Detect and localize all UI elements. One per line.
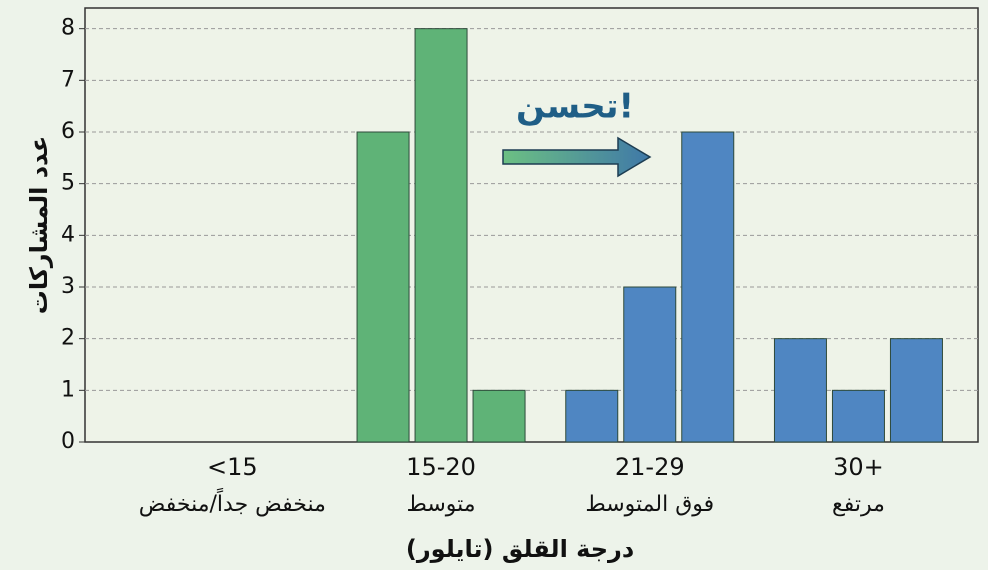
x-tick-description: منخفض جداً/منخفض	[139, 487, 326, 517]
plot-area	[84, 7, 979, 443]
bar	[681, 131, 735, 443]
bar	[356, 131, 410, 443]
x-tick-description: مرتفع	[832, 492, 885, 517]
bar	[623, 286, 677, 443]
x-tick-label: 15-20	[406, 453, 476, 481]
y-tick-label: 5	[61, 171, 75, 196]
x-tick-label: 30+	[833, 453, 884, 481]
bar	[889, 338, 943, 443]
y-tick-label: 8	[61, 16, 75, 41]
y-axis-label: عدد المشاركات	[25, 136, 53, 315]
y-tick-label: 3	[61, 274, 75, 299]
bar	[565, 389, 619, 443]
bar	[831, 389, 885, 443]
y-tick-label: 0	[61, 429, 75, 454]
y-tick-label: 6	[61, 119, 75, 144]
y-tick-label: 4	[61, 222, 75, 247]
bar	[472, 389, 526, 443]
x-tick-label: 21-29	[615, 453, 685, 481]
x-tick-description: فوق المتوسط	[585, 492, 714, 517]
bar	[414, 28, 468, 443]
y-tick-label: 7	[61, 67, 75, 92]
x-tick-description: متوسط	[406, 492, 475, 517]
x-tick-label: <15	[207, 453, 258, 481]
bar	[773, 338, 827, 443]
arrow	[502, 136, 652, 178]
x-axis-label: درجة القلق (تايلور)	[406, 535, 634, 563]
annotation: تحسن!	[516, 87, 634, 127]
y-tick-label: 2	[61, 326, 75, 351]
y-tick-label: 1	[61, 377, 75, 402]
